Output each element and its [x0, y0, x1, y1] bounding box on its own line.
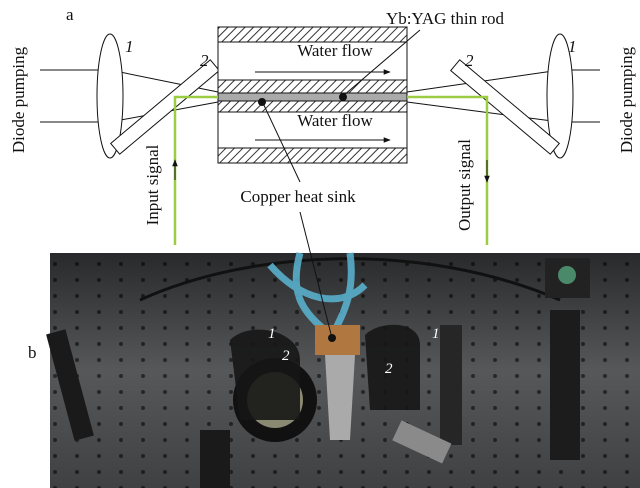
- diode-label: Diode pumping: [9, 46, 28, 153]
- leader-dot: [258, 98, 266, 106]
- panel-label: b: [28, 343, 37, 362]
- signal-label: Input signal: [143, 144, 162, 225]
- flow-label: Water flow: [297, 111, 373, 130]
- photo-number: 1: [268, 326, 276, 342]
- diode-label: Diode pumping: [617, 46, 636, 153]
- rod-label: Yb:YAG thin rod: [386, 9, 505, 28]
- mirror-number: 2: [200, 51, 209, 70]
- photo-number: 2: [282, 348, 290, 364]
- panel-label: a: [66, 5, 74, 24]
- photo-number: 1: [432, 326, 440, 342]
- flow-label: Water flow: [297, 41, 373, 60]
- figure: a Diode pumping Diode pumping 1 2 1 2 Wa…: [0, 0, 640, 488]
- mirror-number: 2: [465, 51, 474, 70]
- mirror: [111, 60, 220, 154]
- leader-dot: [328, 334, 336, 342]
- signal-label: Output signal: [455, 139, 474, 231]
- heat-sink-label: Copper heat sink: [240, 187, 356, 206]
- lens-number: 1: [568, 37, 577, 56]
- leader-dot: [339, 93, 347, 101]
- photo-number: 2: [385, 361, 393, 377]
- photo: [46, 253, 640, 488]
- lens-number: 1: [125, 37, 134, 56]
